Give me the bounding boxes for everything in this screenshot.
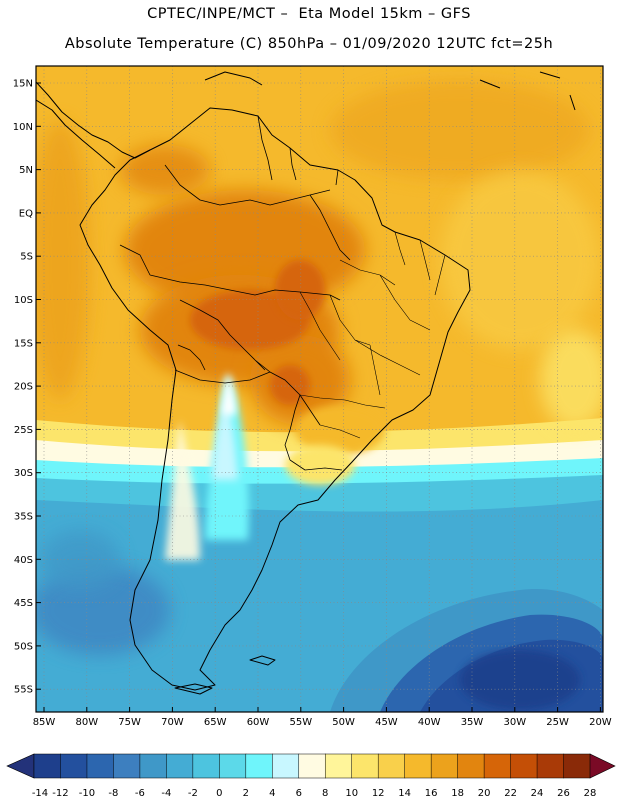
lat-label: 5S xyxy=(20,252,33,263)
colorbar-tick-label: 28 xyxy=(584,788,597,799)
lat-label: 55S xyxy=(14,685,33,696)
temperature-field xyxy=(36,66,603,712)
colorbar-tick-label: -8 xyxy=(108,788,118,799)
colorbar-swatch xyxy=(563,753,591,779)
colorbar-swatch xyxy=(377,753,406,779)
colorbar-swatch xyxy=(33,753,62,779)
lat-label: 15N xyxy=(13,79,33,90)
temperature-colorbar xyxy=(6,753,616,779)
colorbar-swatch xyxy=(298,753,326,779)
lon-label: 85W xyxy=(33,717,56,728)
lon-label: 35W xyxy=(461,717,484,728)
lon-label: 25W xyxy=(546,717,569,728)
colorbar-swatch xyxy=(60,753,88,779)
lon-label: 20W xyxy=(589,717,612,728)
colorbar-swatch xyxy=(272,753,300,779)
colorbar-swatch xyxy=(113,753,141,779)
colorbar-tick-labels: -14 -12 -10 -8 -6 -4 -2 0 2 4 6 8 10 12 14 16 18 20 22 24 26… xyxy=(32,788,597,799)
colorbar-swatch xyxy=(457,753,485,779)
map-frame xyxy=(35,65,604,713)
lon-label: 70W xyxy=(161,717,184,728)
lat-label: 50S xyxy=(14,641,33,652)
chart-title-line1: CPTEC/INPE/MCT – Eta Model 15km – GFS xyxy=(147,6,471,22)
graticule xyxy=(36,66,603,712)
lon-label: 60W xyxy=(247,717,270,728)
colorbar-tick-label: 12 xyxy=(372,788,385,799)
colorbar-swatch xyxy=(86,753,114,779)
country-borders xyxy=(119,115,351,471)
colorbar-over-arrow xyxy=(589,753,616,779)
colorbar-tick-label: 6 xyxy=(296,788,302,799)
colorbar-tick-label: 20 xyxy=(478,788,491,799)
lat-label: 10N xyxy=(13,122,33,133)
lon-label: 40W xyxy=(418,717,441,728)
colorbar-tick-label: -10 xyxy=(79,788,95,799)
colorbar-swatch xyxy=(139,753,167,779)
colorbar-tick-label: -6 xyxy=(135,788,145,799)
lon-label: 65W xyxy=(204,717,227,728)
colorbar-tick-label: 4 xyxy=(269,788,275,799)
colorbar-tick-label: 8 xyxy=(322,788,328,799)
colorbar-tick-label: 14 xyxy=(398,788,411,799)
colorbar-swatch xyxy=(404,753,432,779)
colorbar-tick-label: 2 xyxy=(243,788,249,799)
lon-label: 75W xyxy=(118,717,141,728)
colorbar-swatch xyxy=(219,753,247,779)
colorbar-tick-label: 0 xyxy=(216,788,222,799)
lon-label: 55W xyxy=(289,717,312,728)
lon-label: 50W xyxy=(332,717,355,728)
longitude-labels: 85W 80W 75W 70W 65W 60W 55W 50W 45W 40W 35W 30W 25W 2… xyxy=(33,707,612,728)
colorbar-tick-label: 22 xyxy=(504,788,517,799)
lat-label: EQ xyxy=(19,208,33,219)
chart-title-line2: Absolute Temperature (C) 850hPa – 01/09/… xyxy=(64,36,554,52)
lat-label: 35S xyxy=(14,512,33,523)
colorbar-tick-label: 26 xyxy=(557,788,570,799)
colorbar-swatch xyxy=(483,753,512,779)
lat-label: 30S xyxy=(14,468,33,479)
lat-label: 10S xyxy=(14,295,33,306)
colorbar-under-arrow xyxy=(6,753,35,779)
colorbar-tick-label: 18 xyxy=(451,788,464,799)
central-america-coastline xyxy=(36,81,151,169)
colorbar-tick-label: 24 xyxy=(531,788,544,799)
colorbar-swatch xyxy=(510,753,538,779)
lon-label: 45W xyxy=(375,717,398,728)
lat-label: 5N xyxy=(19,165,33,176)
colorbar-swatch xyxy=(536,753,565,779)
colorbar-tick-label: -4 xyxy=(161,788,171,799)
colorbar-swatch xyxy=(324,753,353,779)
lon-label: 80W xyxy=(75,717,98,728)
brazil-state-borders xyxy=(299,231,446,439)
colorbar-swatch xyxy=(166,753,194,779)
falkland-islands xyxy=(249,655,276,666)
tierra-del-fuego xyxy=(174,683,213,695)
lat-label: 20S xyxy=(14,382,33,393)
colorbar-tick-label: 16 xyxy=(425,788,438,799)
colorbar-tick-label: -2 xyxy=(188,788,198,799)
colorbar-swatch xyxy=(245,753,273,779)
colorbar-swatch xyxy=(192,753,220,779)
colorbar-swatch xyxy=(351,753,379,779)
colorbar-tick-label: -12 xyxy=(52,788,68,799)
lon-label: 30W xyxy=(503,717,526,728)
latitude-labels: 15N 10N 5N EQ 5S 10S 15S 20S 25S 30S 35S 40S 45S 50S 5… xyxy=(13,79,41,696)
colorbar-tick-label: 10 xyxy=(345,788,358,799)
coastlines xyxy=(36,71,576,695)
lat-label: 45S xyxy=(14,598,33,609)
caribbean-islands xyxy=(204,71,576,111)
south-america-coastline xyxy=(79,107,471,691)
lat-label: 40S xyxy=(14,555,33,566)
colorbar-swatch xyxy=(430,753,459,779)
colorbar-tick-label: -14 xyxy=(32,788,48,799)
lat-label: 15S xyxy=(14,338,33,349)
lat-label: 25S xyxy=(14,425,33,436)
